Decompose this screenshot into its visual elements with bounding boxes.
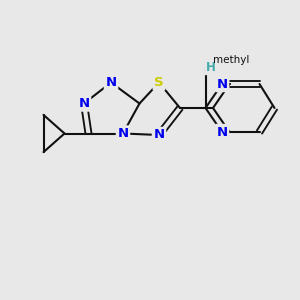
Text: N: N: [216, 77, 228, 91]
Text: methyl: methyl: [213, 55, 249, 65]
Text: N: N: [153, 128, 165, 142]
Text: S: S: [154, 76, 164, 89]
Text: H: H: [206, 61, 215, 74]
Text: N: N: [117, 127, 129, 140]
Text: N: N: [105, 76, 117, 89]
Text: N: N: [216, 125, 228, 139]
Text: N: N: [78, 97, 90, 110]
